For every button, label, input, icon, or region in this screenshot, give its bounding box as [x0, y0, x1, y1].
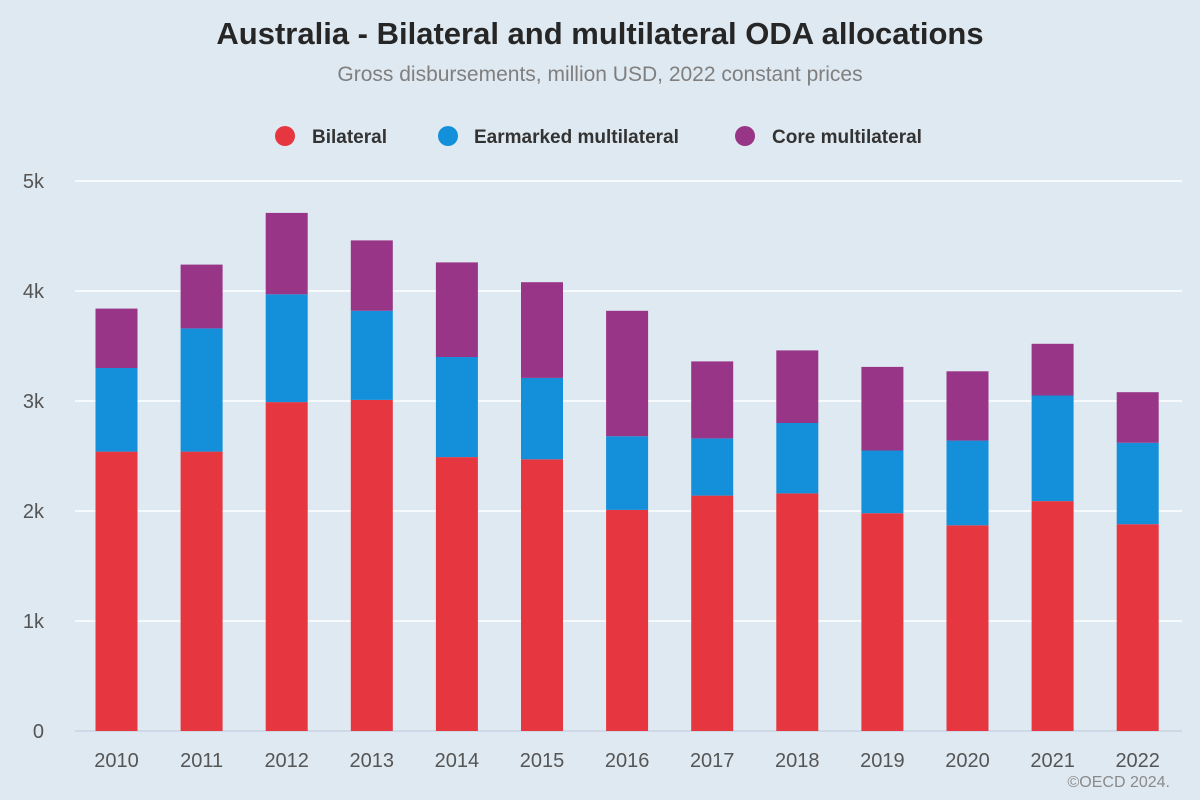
bar-earmarked-multilateral-2017: [691, 438, 734, 496]
bar-bilateral-2015: [521, 459, 563, 731]
bar-bilateral-2017: [691, 495, 734, 731]
x-tick-label: 2022: [1115, 750, 1160, 772]
bar-bilateral-2018: [776, 493, 819, 731]
legend-label-earmarked-multilateral[interactable]: Earmarked multilateral: [474, 127, 679, 148]
bar-core-multilateral-2018: [776, 350, 819, 423]
y-tick-label: 1k: [23, 611, 45, 633]
bar-earmarked-multilateral-2011: [180, 328, 223, 452]
bar-core-multilateral-2015: [521, 282, 563, 378]
credit-text: ©OECD 2024.: [1068, 774, 1171, 791]
bar-core-multilateral-2019: [861, 366, 904, 451]
y-tick-label: 3k: [23, 391, 45, 413]
x-tick-label: 2020: [945, 750, 990, 772]
legend-marker-earmarked-multilateral: [438, 126, 458, 146]
x-tick-label: 2016: [605, 750, 650, 772]
x-tick-label: 2010: [94, 750, 139, 772]
bar-earmarked-multilateral-2015: [521, 377, 563, 460]
x-tick-label: 2014: [435, 750, 480, 772]
bar-bilateral-2019: [861, 513, 904, 731]
bar-earmarked-multilateral-2010: [95, 368, 138, 452]
legend-label-core-multilateral[interactable]: Core multilateral: [772, 127, 922, 148]
bar-earmarked-multilateral-2012: [265, 294, 308, 403]
bar-bilateral-2013: [350, 399, 393, 731]
y-tick-label: 5k: [23, 171, 45, 193]
bar-bilateral-2020: [946, 525, 989, 731]
bar-bilateral-2012: [265, 402, 308, 731]
bars: [95, 212, 1159, 731]
bar-core-multilateral-2017: [691, 361, 734, 439]
legend-marker-bilateral: [275, 126, 295, 146]
y-axis: 0 1k 2k 3k 4k 5k: [23, 171, 45, 743]
x-tick-label: 2012: [264, 750, 309, 772]
bar-core-multilateral-2016: [606, 310, 649, 437]
bar-core-multilateral-2020: [946, 371, 989, 441]
bar-earmarked-multilateral-2014: [435, 357, 478, 458]
bar-core-multilateral-2012: [265, 212, 308, 295]
bar-core-multilateral-2014: [435, 262, 478, 357]
x-tick-label: 2018: [775, 750, 820, 772]
bar-core-multilateral-2021: [1031, 343, 1074, 396]
bar-core-multilateral-2013: [350, 240, 393, 311]
bar-earmarked-multilateral-2018: [776, 423, 819, 494]
x-tick-label: 2015: [520, 750, 565, 772]
bar-bilateral-2014: [435, 457, 478, 731]
bar-earmarked-multilateral-2016: [606, 436, 649, 510]
y-tick-label: 2k: [23, 501, 45, 523]
x-axis: 2010 2011 2012 2013 2014 2015 2016 2017 2018 2019…: [94, 750, 1160, 772]
x-tick-label: 2021: [1030, 750, 1075, 772]
bar-earmarked-multilateral-2020: [946, 440, 989, 526]
legend-marker-core-multilateral: [735, 126, 755, 146]
bar-core-multilateral-2010: [95, 308, 138, 368]
bar-earmarked-multilateral-2021: [1031, 395, 1074, 502]
bar-bilateral-2022: [1116, 524, 1159, 731]
bar-bilateral-2021: [1031, 501, 1074, 731]
x-tick-label: 2011: [180, 750, 223, 772]
bar-earmarked-multilateral-2019: [861, 450, 904, 514]
x-tick-label: 2019: [860, 750, 905, 772]
bar-earmarked-multilateral-2013: [350, 310, 393, 400]
y-tick-label: 4k: [23, 281, 45, 303]
x-tick-label: 2017: [690, 750, 735, 772]
bar-core-multilateral-2022: [1116, 392, 1159, 443]
bar-bilateral-2011: [180, 451, 223, 731]
legend: Bilateral Earmarked multilateral Core mult…: [275, 126, 922, 148]
chart-subtitle: Gross disbursements, million USD, 2022 c…: [337, 63, 862, 86]
x-tick-label: 2013: [350, 750, 395, 772]
y-tick-label: 0: [33, 721, 44, 743]
bar-bilateral-2016: [606, 509, 649, 731]
bar-core-multilateral-2011: [180, 264, 223, 329]
bar-bilateral-2010: [95, 451, 138, 731]
bar-earmarked-multilateral-2022: [1116, 442, 1159, 525]
chart-title: Australia - Bilateral and multilateral O…: [216, 16, 983, 51]
legend-label-bilateral[interactable]: Bilateral: [312, 127, 387, 148]
